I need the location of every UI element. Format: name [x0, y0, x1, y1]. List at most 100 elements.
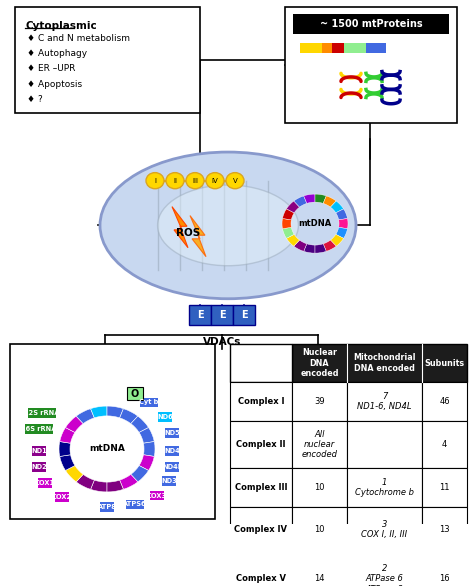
FancyBboxPatch shape [422, 421, 467, 468]
Text: 11: 11 [439, 483, 450, 492]
Circle shape [186, 173, 204, 189]
Text: ROS: ROS [176, 227, 200, 237]
Text: 14: 14 [314, 574, 325, 583]
Wedge shape [139, 455, 154, 471]
Wedge shape [60, 455, 75, 471]
Text: 39: 39 [314, 397, 325, 406]
Text: 16S rRNA: 16S rRNA [21, 427, 57, 432]
Wedge shape [144, 441, 155, 456]
Text: Nuclear
DNA
encoded: Nuclear DNA encoded [300, 348, 339, 378]
Polygon shape [190, 216, 206, 257]
Ellipse shape [100, 152, 356, 299]
Text: COX3: COX3 [147, 492, 167, 499]
FancyBboxPatch shape [189, 305, 211, 325]
FancyBboxPatch shape [292, 421, 347, 468]
Text: ♦ ?: ♦ ? [27, 95, 43, 104]
Wedge shape [304, 194, 315, 203]
FancyBboxPatch shape [292, 382, 347, 421]
Text: 7
ND1-6, ND4L: 7 ND1-6, ND4L [357, 392, 412, 411]
Text: E: E [197, 310, 203, 320]
FancyBboxPatch shape [127, 387, 143, 400]
Text: III: III [192, 178, 198, 183]
Wedge shape [131, 465, 148, 482]
FancyBboxPatch shape [422, 507, 467, 552]
FancyBboxPatch shape [422, 468, 467, 507]
FancyBboxPatch shape [32, 462, 46, 472]
FancyBboxPatch shape [347, 468, 422, 507]
FancyBboxPatch shape [230, 382, 292, 421]
Wedge shape [338, 219, 348, 229]
Wedge shape [336, 227, 347, 239]
Wedge shape [330, 234, 344, 246]
Polygon shape [172, 207, 188, 248]
FancyBboxPatch shape [300, 43, 322, 53]
Text: Mitochondrial
DNA encoded: Mitochondrial DNA encoded [353, 353, 416, 373]
Wedge shape [91, 406, 107, 418]
FancyBboxPatch shape [32, 446, 46, 456]
FancyBboxPatch shape [344, 43, 366, 53]
FancyBboxPatch shape [165, 428, 179, 438]
Ellipse shape [157, 185, 299, 265]
FancyBboxPatch shape [230, 421, 292, 468]
Wedge shape [286, 201, 300, 213]
Text: COX1: COX1 [35, 480, 55, 486]
Wedge shape [119, 408, 138, 424]
Wedge shape [119, 474, 138, 489]
FancyBboxPatch shape [55, 492, 69, 502]
Wedge shape [76, 474, 94, 489]
Text: VDACs: VDACs [203, 337, 241, 347]
Wedge shape [65, 416, 83, 432]
Text: ♦ C and N metabolism: ♦ C and N metabolism [27, 34, 130, 43]
Text: All
nuclear
encoded: All nuclear encoded [301, 430, 337, 459]
FancyBboxPatch shape [332, 43, 344, 53]
Circle shape [206, 173, 224, 189]
FancyBboxPatch shape [230, 552, 292, 586]
Text: ♦ ER –UPR: ♦ ER –UPR [27, 64, 75, 73]
Text: Complex I: Complex I [238, 397, 284, 406]
FancyBboxPatch shape [162, 476, 176, 486]
Wedge shape [315, 194, 326, 203]
Text: O: O [131, 389, 139, 398]
Wedge shape [304, 244, 315, 253]
FancyBboxPatch shape [233, 305, 255, 325]
Wedge shape [65, 465, 83, 482]
Wedge shape [330, 201, 344, 213]
Wedge shape [286, 234, 300, 246]
FancyBboxPatch shape [38, 478, 52, 488]
Text: COX2: COX2 [52, 495, 72, 500]
Text: 16: 16 [439, 574, 450, 583]
FancyBboxPatch shape [15, 7, 200, 113]
Text: Cytoplasmic: Cytoplasmic [25, 21, 97, 30]
Wedge shape [294, 240, 307, 251]
Text: Complex IV: Complex IV [235, 525, 288, 534]
Text: ~ 1500 mtProteins: ~ 1500 mtProteins [319, 19, 422, 29]
FancyBboxPatch shape [292, 468, 347, 507]
FancyBboxPatch shape [230, 507, 292, 552]
Text: ND4: ND4 [164, 448, 180, 454]
Text: ND6: ND6 [157, 414, 173, 420]
Text: 1
Cytochrome b: 1 Cytochrome b [355, 478, 414, 497]
Text: ND1: ND1 [31, 448, 47, 454]
Text: 3
COX I, II, III: 3 COX I, II, III [362, 520, 408, 539]
Text: 46: 46 [439, 397, 450, 406]
Text: E: E [219, 310, 225, 320]
FancyBboxPatch shape [292, 507, 347, 552]
FancyBboxPatch shape [230, 345, 292, 382]
Text: ND3: ND3 [161, 478, 177, 484]
FancyBboxPatch shape [285, 7, 457, 124]
Text: 4: 4 [442, 440, 447, 449]
Wedge shape [294, 196, 307, 207]
Text: mtDNA: mtDNA [298, 219, 332, 228]
Text: 10: 10 [314, 483, 325, 492]
FancyBboxPatch shape [140, 397, 158, 407]
Wedge shape [283, 227, 294, 239]
FancyBboxPatch shape [292, 345, 467, 382]
Wedge shape [131, 416, 148, 432]
Wedge shape [107, 480, 123, 492]
Text: ND4L: ND4L [162, 464, 182, 470]
Wedge shape [59, 441, 71, 456]
FancyBboxPatch shape [211, 305, 233, 325]
FancyBboxPatch shape [347, 507, 422, 552]
FancyBboxPatch shape [366, 43, 386, 53]
Text: 13: 13 [439, 525, 450, 534]
